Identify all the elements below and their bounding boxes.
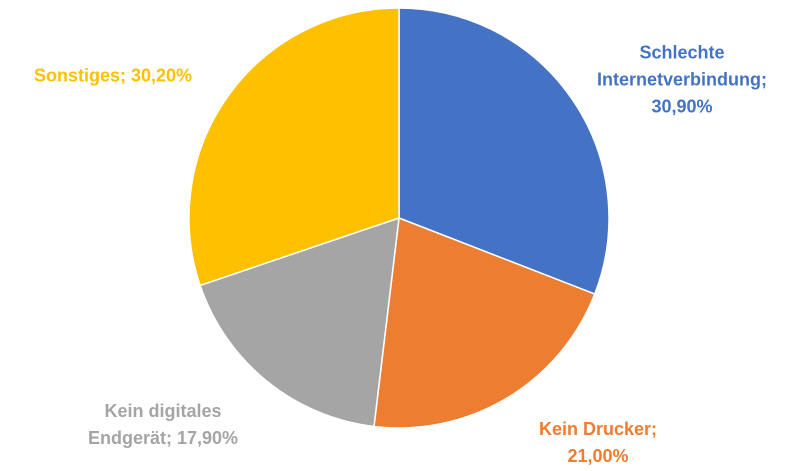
- data-label: Sonstiges; 30,20%: [33, 65, 193, 86]
- pie-slice: [398, 7, 610, 296]
- data-label: Kein digitales Endgerät; 17,90%: [87, 401, 239, 448]
- data-label: Kein Drucker; 21,00%: [538, 419, 658, 466]
- data-label: Schlechte Internetverbindung; 30,90%: [597, 42, 767, 117]
- pie-slice: [188, 7, 400, 287]
- pie-slice: [199, 216, 400, 428]
- pie-slice: [373, 216, 596, 429]
